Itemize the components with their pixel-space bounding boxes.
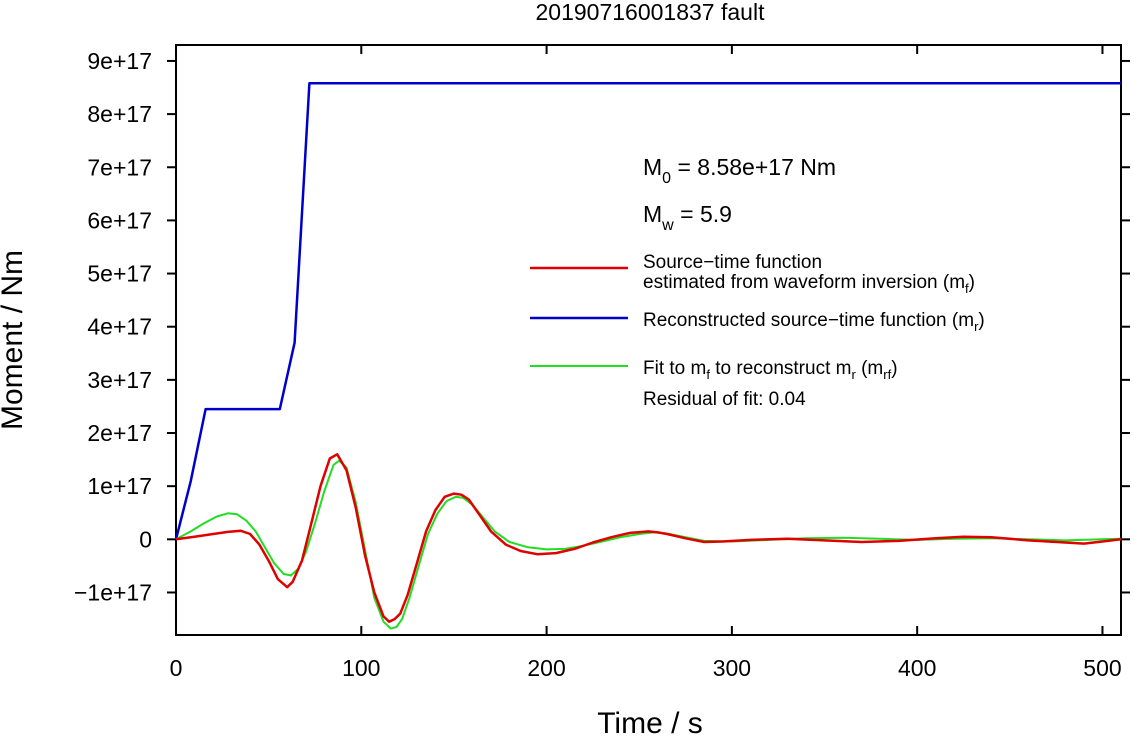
- y-tick-label: 1e+17: [87, 473, 152, 499]
- x-tick-label: 0: [170, 655, 183, 681]
- y-axis-label: Moment / Nm: [0, 250, 29, 430]
- plot-frame: [175, 44, 1122, 636]
- x-tick-label: 100: [342, 655, 380, 681]
- series-layer: [174, 82, 1122, 630]
- chart-title: 20190716001837 fault: [536, 0, 766, 25]
- y-tick-label: 2e+17: [87, 420, 152, 446]
- x-tick-labels: 0 100 200 300 400 500: [170, 655, 1122, 681]
- x-tick-label: 300: [713, 655, 751, 681]
- y-tick-label: 5e+17: [87, 261, 152, 287]
- y-tick-label: 9e+17: [87, 48, 152, 74]
- legend-label-red-line2: estimated from waveform inversion (mf): [643, 272, 975, 296]
- y-tick-label: 7e+17: [87, 154, 152, 180]
- y-tick-labels: −1e+17 0 1e+17 2e+17 3e+17 4e+17 5e+17 6e+17 7e+…: [74, 48, 152, 606]
- series-line-green: [175, 459, 1122, 630]
- x-tick-label: 400: [898, 655, 936, 681]
- x-tick-label: 500: [1083, 655, 1121, 681]
- legend-label-red: Source−time function: [643, 252, 822, 273]
- y-tick-label: 6e+17: [87, 207, 152, 233]
- x-tick-label: 200: [527, 655, 565, 681]
- y-tick-label: −1e+17: [74, 579, 152, 605]
- x-axis-label: Time / s: [597, 707, 703, 736]
- y-tick-label: 4e+17: [87, 314, 152, 340]
- residual-annotation: Residual of fit: 0.04: [643, 389, 806, 410]
- mw-annotation: Mw = 5.9: [643, 201, 732, 234]
- series-line-blue: [174, 82, 1121, 540]
- axis-ticks: [167, 45, 1130, 635]
- m0-annotation: M0 = 8.58e+17 Nm: [643, 154, 836, 187]
- legend-label-green: Fit to mf to reconstruct mr (mrf): [643, 358, 898, 382]
- y-tick-label: 0: [139, 526, 152, 552]
- y-tick-label: 8e+17: [87, 101, 152, 127]
- legend-label-blue: Reconstructed source−time function (mr): [643, 310, 985, 334]
- series-line-red: [175, 453, 1122, 623]
- legend: Source−time function estimated from wave…: [530, 252, 985, 410]
- y-tick-label: 3e+17: [87, 367, 152, 393]
